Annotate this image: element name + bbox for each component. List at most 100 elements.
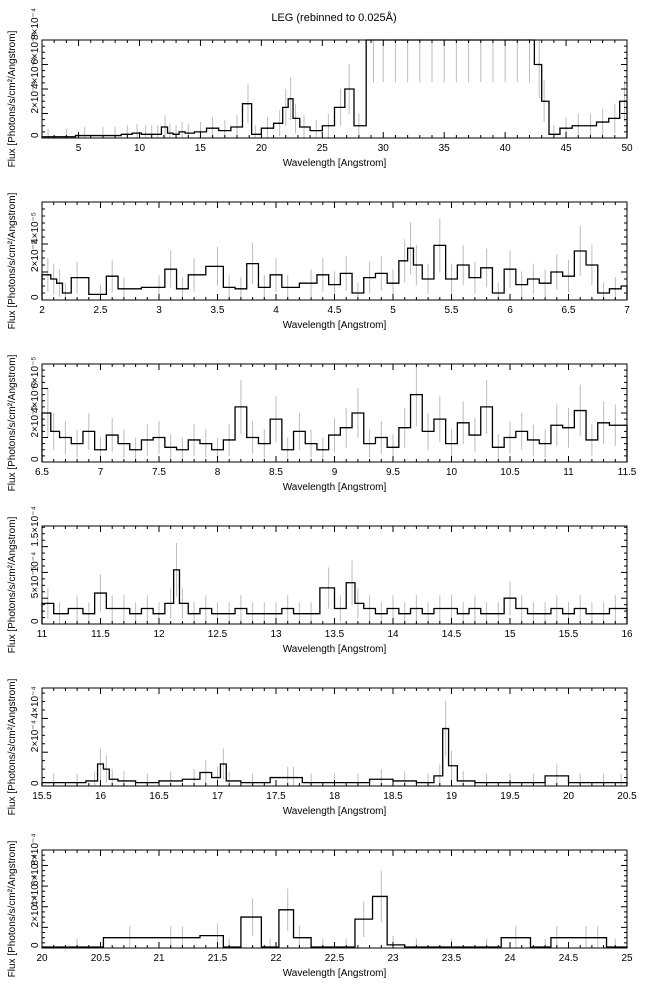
- data-point: [532, 782, 535, 784]
- x-tick-label: 6: [507, 305, 513, 316]
- data-point: [614, 424, 616, 426]
- data-point: [404, 613, 406, 615]
- x-tick-label: 11: [37, 629, 48, 640]
- data-point: [205, 607, 207, 610]
- data-point: [585, 937, 587, 939]
- x-tick-label: 6.5: [562, 305, 576, 316]
- x-tick-label: 22.5: [325, 953, 345, 964]
- data-point: [538, 63, 540, 66]
- data-point: [620, 782, 622, 784]
- data-point: [380, 272, 382, 274]
- data-point: [298, 937, 300, 939]
- data-point: [404, 780, 406, 782]
- data-point: [123, 443, 125, 445]
- data-point: [53, 430, 55, 432]
- data-point: [58, 282, 61, 284]
- data-point: [497, 613, 499, 615]
- data-point: [84, 134, 86, 137]
- data-point: [88, 613, 90, 615]
- data-point: [111, 778, 113, 780]
- series-line: [41, 569, 628, 624]
- y-tick-label: 4×10⁻⁴: [30, 686, 41, 718]
- data-point: [164, 126, 166, 128]
- data-point: [228, 613, 230, 615]
- data-point: [339, 106, 342, 108]
- x-tick-label: 50: [621, 143, 633, 154]
- data-point: [427, 278, 429, 280]
- data-point: [193, 613, 195, 615]
- data-point: [64, 436, 66, 439]
- data-point: [380, 436, 382, 439]
- x-tick-label: 11.5: [618, 467, 637, 478]
- data-series: [41, 364, 628, 462]
- data-point: [123, 780, 125, 782]
- data-point: [64, 292, 66, 294]
- x-tick-label: 5.5: [445, 305, 459, 316]
- y-tick-label: 2×10⁻⁵: [30, 240, 41, 272]
- x-tick-label: 16: [621, 629, 633, 640]
- data-point: [369, 607, 371, 610]
- x-tick-label: 21: [153, 953, 165, 964]
- data-point: [47, 136, 49, 138]
- x-tick-label: 24.5: [559, 953, 579, 964]
- data-point: [205, 443, 207, 445]
- data-point: [310, 443, 312, 445]
- data-point: [298, 430, 300, 432]
- x-tick-label: 3.5: [211, 305, 225, 316]
- data-point: [380, 778, 382, 780]
- data-point: [333, 434, 336, 436]
- x-tick-label: 13.5: [325, 629, 345, 640]
- data-point: [509, 268, 511, 270]
- data-point: [415, 394, 417, 396]
- data-point: [556, 937, 558, 939]
- data-point: [567, 427, 570, 429]
- data-point: [404, 260, 406, 262]
- data-point: [380, 895, 382, 898]
- x-tick-label: 2: [39, 305, 45, 316]
- data-point: [427, 430, 429, 432]
- data-point: [224, 130, 226, 132]
- data-point: [58, 613, 61, 615]
- data-point: [187, 132, 189, 134]
- data-point: [216, 265, 219, 267]
- data-point: [228, 286, 230, 288]
- data-point: [591, 439, 593, 441]
- data-point: [380, 613, 382, 615]
- x-tick-label: 25: [317, 143, 329, 154]
- data-point: [252, 782, 254, 784]
- x-tick-label: 12: [153, 629, 165, 640]
- data-point: [144, 133, 147, 135]
- data-point: [345, 272, 347, 274]
- data-point: [357, 602, 359, 604]
- data-point: [287, 449, 289, 451]
- data-series: [41, 39, 628, 138]
- data-point: [76, 782, 78, 784]
- x-tick-label: 30: [378, 143, 390, 154]
- data-point: [266, 127, 269, 129]
- data-point: [553, 133, 555, 135]
- data-point: [240, 288, 242, 290]
- x-tick-label: 4: [273, 305, 279, 316]
- data-point: [509, 597, 511, 599]
- y-axis-label: Flux [Photons/s/cm²/Angstrom]: [7, 30, 18, 167]
- x-tick-label: 21.5: [208, 953, 228, 964]
- x-axis-label: Wavelength [Angstrom]: [283, 482, 387, 493]
- data-point: [567, 275, 570, 277]
- data-point: [322, 449, 324, 451]
- data-point: [556, 424, 558, 426]
- data-point: [193, 439, 195, 441]
- data-point: [247, 103, 249, 105]
- data-point: [216, 935, 219, 937]
- data-point: [603, 613, 605, 615]
- x-tick-label: 10: [134, 143, 146, 154]
- data-point: [579, 782, 581, 784]
- x-tick-label: 20.5: [617, 791, 637, 802]
- data-point: [53, 782, 55, 784]
- data-point: [474, 277, 476, 279]
- data-point: [151, 133, 153, 135]
- chart-panel: 15.5 16 16.5 17 17.5 18 18.5 19 19.5 20 20.5 Wavele…: [7, 678, 637, 817]
- data-point: [136, 132, 138, 134]
- data-point: [76, 443, 78, 445]
- series-line: [41, 39, 628, 138]
- data-point: [170, 268, 172, 270]
